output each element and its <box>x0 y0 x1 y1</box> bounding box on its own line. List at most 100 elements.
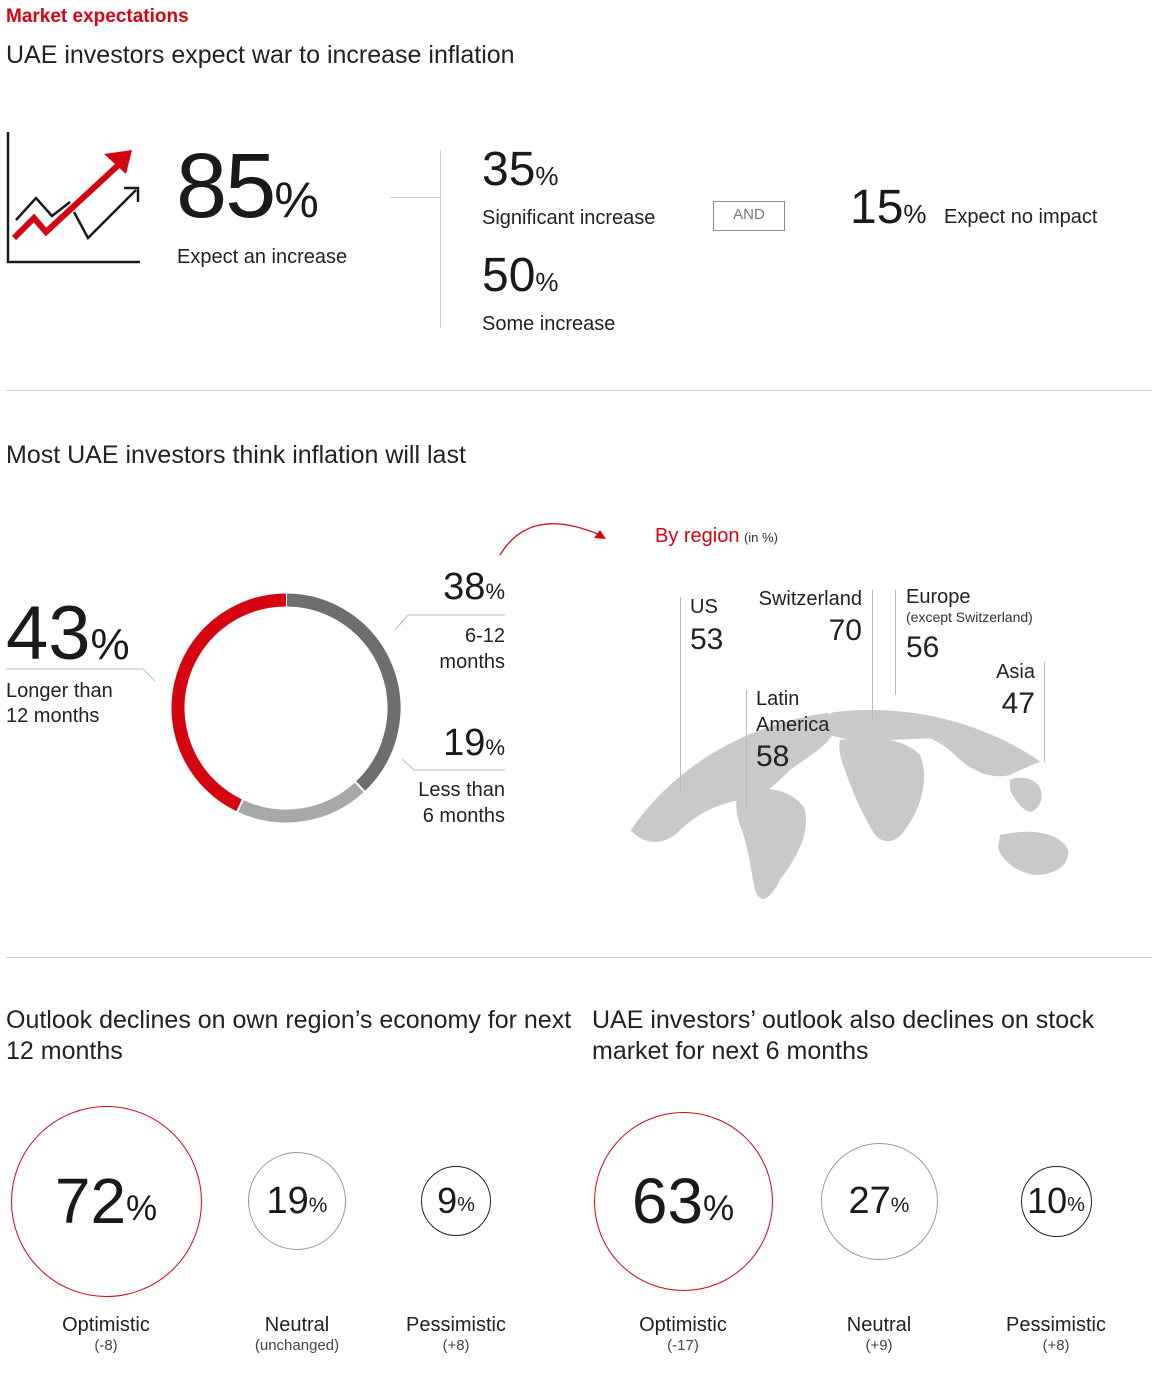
by-region-unit: (in %) <box>743 530 778 545</box>
region-europe-note: (except Switzerland) <box>906 609 1033 625</box>
region-latam-value: 58 <box>756 740 790 773</box>
less-than-6: 19% <box>405 724 505 762</box>
duration-donut-chart <box>6 592 505 823</box>
economy-caption-optimistic: Optimistic (-8) <box>16 1314 196 1356</box>
stocks-bubble-optimistic: 63% <box>593 1111 773 1291</box>
caption-label: Optimistic <box>62 1314 150 1336</box>
region-us-name: US <box>690 596 718 618</box>
longer-value: 43 <box>6 591 91 676</box>
economy-caption-neutral: Neutral (unchanged) <box>207 1314 387 1356</box>
economy-bubble-value: 9 <box>437 1180 458 1221</box>
region-latam-name: Latin <box>756 688 800 710</box>
donut-slice-2 <box>237 781 365 823</box>
percent-sign: % <box>535 161 559 191</box>
stocks-bubble-value: 10 <box>1027 1180 1068 1221</box>
duration-title: Most UAE investors think inflation will … <box>6 441 466 469</box>
less-label-2: 6 months <box>422 805 505 827</box>
no-impact-label: Expect no impact <box>944 206 1098 228</box>
economy-title-2: 12 months <box>6 1037 123 1065</box>
economy-bubble-optimistic: 72% <box>10 1105 202 1297</box>
significant-value: 35 <box>482 143 536 196</box>
percent-sign: % <box>890 1194 910 1217</box>
europe-leader-line <box>895 590 896 695</box>
percent-sign: % <box>703 1189 735 1228</box>
asia-leader-line <box>1044 662 1045 762</box>
economy-title-1: Outlook declines on own region’s economy… <box>6 1006 572 1034</box>
stocks-title-2: market for next 6 months <box>592 1037 869 1065</box>
economy-bubble-neutral: 19% <box>248 1152 346 1250</box>
increase-total-label: Expect an increase <box>177 246 348 268</box>
percent-sign: % <box>126 1189 158 1228</box>
significant-increase: 35% <box>482 146 559 194</box>
latam-leader-line <box>746 690 747 810</box>
stocks-caption-neutral: Neutral (+9) <box>789 1314 969 1356</box>
vertical-divider <box>440 150 441 328</box>
stocks-bubble-value: 63 <box>631 1165 704 1237</box>
leader-line-less <box>401 758 505 771</box>
section-divider <box>6 390 1152 391</box>
mid-label-2: months <box>439 651 505 673</box>
world-map-icon <box>630 710 1091 899</box>
donut-slice-0 <box>171 593 287 812</box>
economy-bubble-value: 19 <box>266 1180 309 1222</box>
trend-chart-icon <box>6 132 140 264</box>
donut-slices <box>171 592 401 823</box>
caption-label: Neutral <box>846 1314 912 1336</box>
percent-sign: % <box>535 267 559 297</box>
increase-total: 85% <box>176 140 319 232</box>
leader-line-mid <box>394 614 505 631</box>
percent-sign: % <box>485 735 505 760</box>
no-impact-value: 15 <box>850 181 904 234</box>
less-label-1: Less than <box>418 779 505 801</box>
caption-label: Pessimistic <box>405 1314 506 1336</box>
longer-label-2: 12 months <box>6 705 100 727</box>
curved-arrow-icon <box>499 523 606 556</box>
region-latam-name-2: America <box>756 714 830 736</box>
some-increase: 50% <box>482 252 559 300</box>
percent-sign: % <box>1067 1194 1085 1216</box>
caption-label: Optimistic <box>639 1314 727 1336</box>
some-label: Some increase <box>482 313 616 335</box>
percent-sign: % <box>274 172 319 228</box>
section-divider <box>6 957 1152 958</box>
region-europe-name: Europe <box>906 586 971 608</box>
stocks-caption-optimistic: Optimistic (-17) <box>593 1314 773 1356</box>
percent-sign: % <box>457 1194 475 1216</box>
donut-slice-1 <box>285 593 401 792</box>
region-us-value: 53 <box>690 623 724 656</box>
no-impact: 15% <box>850 184 927 232</box>
percent-sign: % <box>903 199 927 229</box>
caption-change: (-8) <box>94 1337 118 1354</box>
percent-sign: % <box>485 579 505 604</box>
stocks-title-1: UAE investors’ outlook also declines on … <box>592 1006 1095 1034</box>
donut-separator <box>235 798 245 813</box>
caption-change: (+8) <box>1042 1337 1070 1354</box>
inflation-title: UAE investors expect war to increase inf… <box>6 41 515 69</box>
by-region-title: By region (in %) <box>655 525 778 548</box>
six-to-twelve: 38% <box>405 568 505 606</box>
switzerland-leader-line <box>872 590 873 720</box>
region-asia-value: 47 <box>1001 687 1035 720</box>
us-leader-line <box>680 597 681 792</box>
stocks-bubble-neutral: 27% <box>820 1142 938 1260</box>
by-region-label: By region <box>655 525 740 547</box>
percent-sign: % <box>308 1194 328 1217</box>
region-switzerland-name: Switzerland <box>758 588 862 610</box>
less-value: 19 <box>443 722 486 764</box>
economy-caption-pessimistic: Pessimistic (+8) <box>366 1314 546 1356</box>
region-asia-name: Asia <box>996 661 1035 683</box>
caption-label: Neutral <box>264 1314 330 1336</box>
caption-change: (-17) <box>667 1337 699 1354</box>
caption-change: (unchanged) <box>254 1337 340 1354</box>
increase-total-value: 85 <box>176 135 276 237</box>
and-box: AND <box>713 201 785 231</box>
stocks-bubble-pessimistic: 10% <box>1020 1165 1092 1237</box>
longer-than-12: 43% <box>6 596 130 672</box>
donut-separator <box>354 780 366 793</box>
mid-label-1: 6-12 <box>464 625 505 647</box>
caption-change: (+9) <box>865 1337 893 1354</box>
stocks-caption-pessimistic: Pessimistic (+8) <box>966 1314 1146 1356</box>
caption-change: (+8) <box>442 1337 470 1354</box>
some-value: 50 <box>482 249 536 302</box>
significant-label: Significant increase <box>482 207 656 229</box>
